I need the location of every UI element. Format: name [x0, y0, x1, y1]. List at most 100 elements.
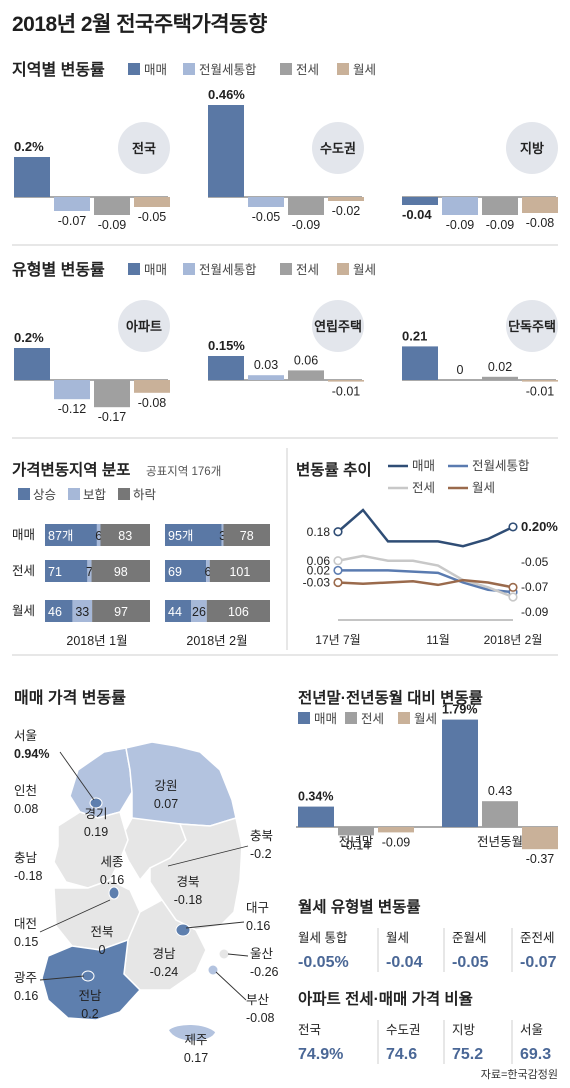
stack-value-label: 71 [48, 565, 62, 579]
wolse-type-heading: 월세 유형별 변동률 [298, 897, 421, 916]
map-region-name: 전남 [78, 989, 102, 1003]
series-line-매매 [337, 508, 514, 548]
map-city-busan [207, 964, 219, 976]
series-endpoint [333, 565, 343, 576]
map-region-value: 0.15 [14, 935, 38, 949]
map-region-value: -0.26 [250, 965, 279, 979]
map-region-name: 인천 [14, 783, 37, 798]
stack-상승 [45, 600, 73, 622]
bar-전월세통합 [54, 197, 90, 211]
legend-swatch [68, 488, 80, 500]
map-region-gyeonggi [69, 747, 133, 819]
legend-swatch [128, 263, 140, 275]
map-region-name: 대구 [246, 901, 269, 915]
bar-value-label: 0.2% [14, 139, 44, 154]
legend-label: 전세 [412, 481, 435, 495]
legend-label: 월세 [353, 263, 376, 277]
stack-보합 [72, 600, 93, 622]
legend-swatch [298, 712, 310, 724]
map-region-name: 세종 [100, 855, 123, 869]
dist-subtitle: 공표지역 176개 [146, 465, 221, 478]
stack-value-label: 3 [219, 529, 226, 543]
stack-value-label: 26 [192, 605, 206, 619]
region-bubble [312, 300, 364, 352]
region-label: 지방 [520, 141, 544, 156]
legend-swatch [337, 263, 349, 275]
map-region-jeonbuk [53, 879, 141, 951]
leader-line [185, 921, 245, 929]
series-endpoint [508, 592, 518, 602]
map-region-gangwon [125, 741, 237, 827]
series-endpoint [333, 527, 343, 537]
region-label: 수도권 [320, 141, 356, 156]
region-bubble [118, 122, 170, 174]
legend-label: 전세 [296, 263, 319, 277]
bar-value-label: -0.12 [58, 402, 87, 416]
period-label: 2018년 1월 [66, 634, 127, 648]
dist-heading: 가격변동지역 분포 [12, 461, 130, 479]
map-region-value: -0.18 [174, 893, 203, 907]
stack-value-label: 69 [168, 565, 182, 579]
map-region-value: -0.18 [14, 869, 43, 883]
stack-보합 [191, 600, 207, 622]
legend-label: 매매 [314, 712, 337, 726]
region-label: 아파트 [126, 319, 162, 334]
bar-월세 [522, 197, 558, 213]
map-region-value: 0.19 [84, 825, 108, 839]
legend-swatch [337, 63, 349, 75]
left-value-label: 0.18 [307, 525, 331, 539]
bar-월세 [134, 380, 170, 393]
bar-전세 [482, 801, 518, 827]
map-region-value: -0.24 [150, 965, 179, 979]
stack-보합 [221, 524, 224, 546]
map-city-daegu [175, 923, 191, 937]
bar-value-label: 0.34% [298, 790, 333, 804]
bar-value-label: -0.05 [138, 210, 167, 224]
period-label: 2018년 2월 [186, 634, 247, 648]
wolse-type-value: -0.04 [386, 954, 423, 971]
bar-value-label: -0.17 [98, 410, 127, 424]
legend-label: 보합 [83, 488, 107, 502]
legend-label: 매매 [144, 263, 167, 277]
legend-label: 매매 [412, 459, 435, 473]
wolse-type-label: 준월세 [452, 931, 487, 945]
source-note: 자료=한국감정원 [480, 1069, 558, 1081]
legend-label: 전세 [361, 712, 384, 726]
bar-전세 [288, 197, 324, 215]
bar-매매 [208, 356, 244, 380]
bar-value-label: -0.05 [252, 210, 281, 224]
stack-상승 [45, 524, 97, 546]
bar-value-label: -0.04 [402, 207, 432, 222]
legend-swatch [183, 63, 195, 75]
map-region-value: 0.2 [81, 1007, 98, 1021]
leader-line [39, 975, 85, 981]
region-bubble [506, 300, 558, 352]
map-region-value: 0.17 [184, 1051, 208, 1065]
bar-매매 [402, 346, 438, 380]
group-label: 전년동월 [477, 835, 523, 849]
korea-map [41, 741, 243, 1043]
group-label: 전년말 [339, 835, 374, 849]
bar-월세 [328, 197, 364, 201]
bar-value-label: -0.01 [526, 385, 555, 399]
bar-value-label: -0.09 [446, 218, 475, 232]
yoy-heading: 전년말·전년동월 대비 변동률 [298, 688, 483, 707]
region-label: 전국 [132, 141, 156, 156]
series-endpoint [333, 556, 343, 566]
map-city-seoul [89, 797, 103, 809]
bar-value-label: 0.02 [488, 360, 512, 374]
legend-label: 전월세통합 [472, 459, 530, 473]
map-region-value: -0.08 [246, 1011, 275, 1025]
wolse-type-label: 준전세 [520, 931, 555, 945]
stack-value-label: 97 [114, 605, 128, 619]
stack-하락 [92, 600, 150, 622]
map-region-name: 서울 [14, 729, 37, 743]
bar-value-label: 0.2% [14, 330, 44, 345]
stack-value-label: 46 [48, 605, 62, 619]
bar-value-label: -0.02 [332, 204, 361, 218]
map-region-value: 0.94% [14, 747, 49, 761]
stack-하락 [206, 600, 270, 622]
stack-value-label: 6 [95, 529, 102, 543]
price-ratio-value: 74.9% [298, 1046, 343, 1063]
region-bubble [312, 122, 364, 174]
